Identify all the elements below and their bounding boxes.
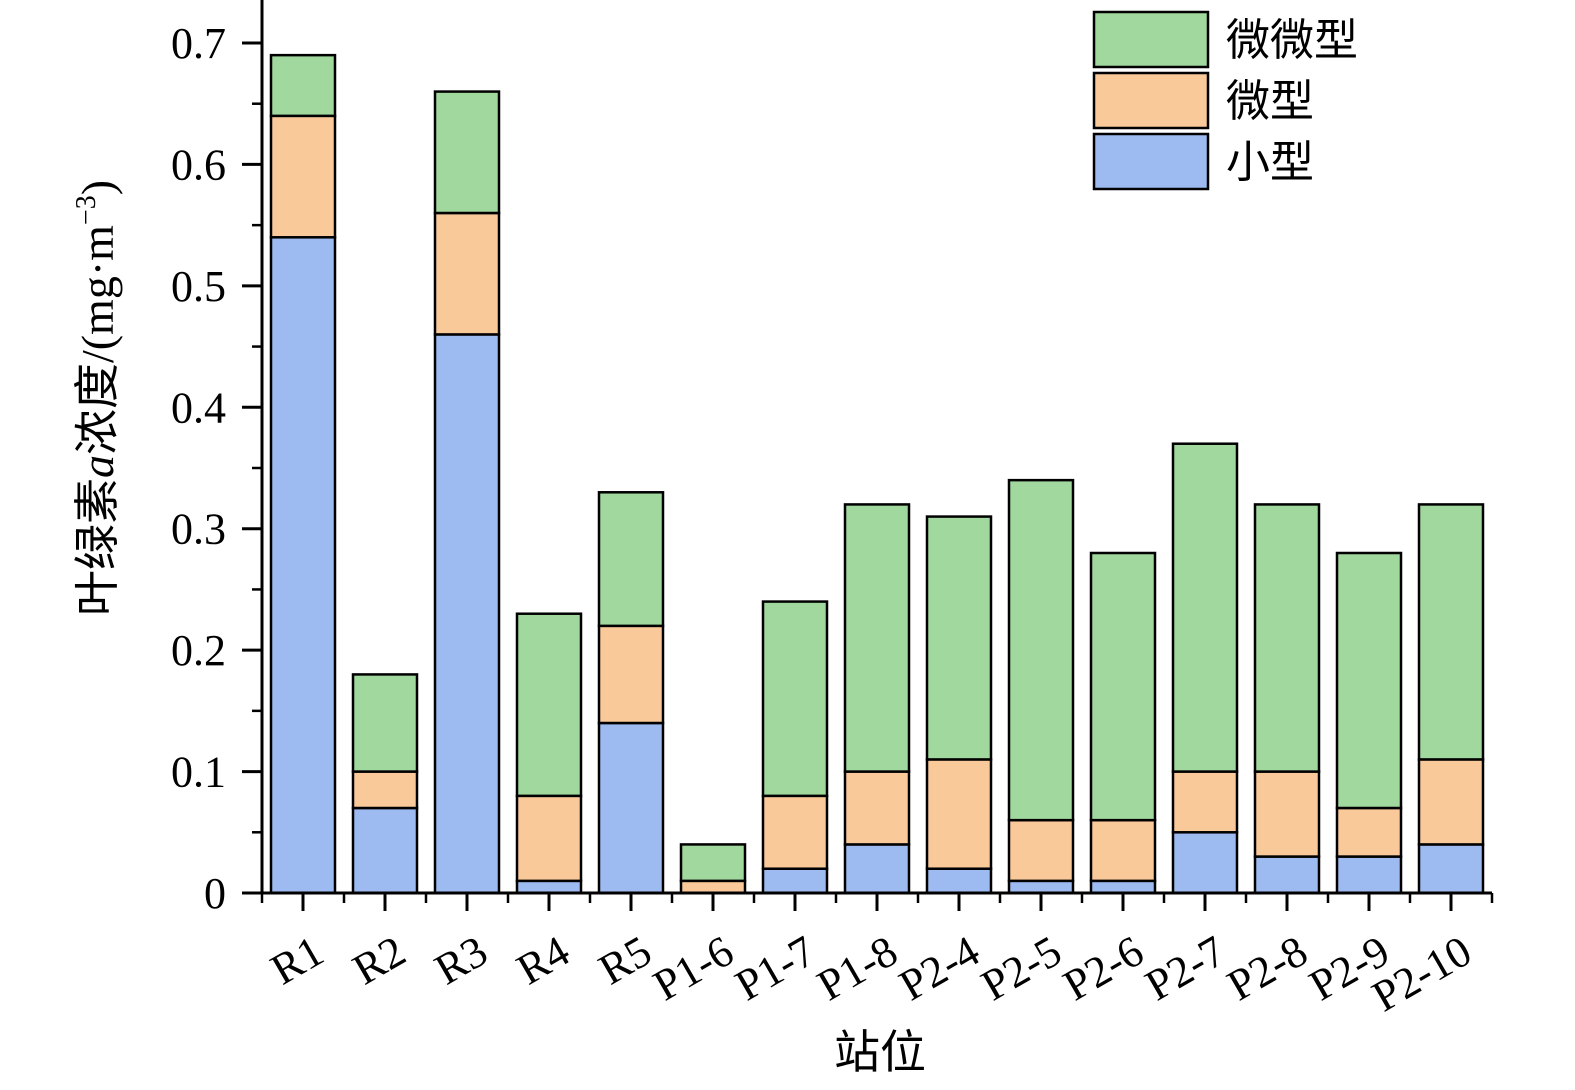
bar-P2-4-series-0 [925,867,993,895]
x-tick-label: R5 [591,926,660,994]
bar-P2-9-series-0 [1335,855,1403,895]
bar-R3-series-0 [433,333,501,895]
bar-P2-8-series-0 [1253,855,1321,895]
bar-R4-series-0 [515,879,583,895]
bar-R5-series-2 [597,491,665,628]
bar-R4-series-1 [515,794,583,883]
y-axis-title: 叶绿素a浓度/(mg·m−3) [70,180,124,616]
bar-P2-10-series-1 [1417,758,1485,846]
bar-P1-7-series-1 [761,794,829,870]
legend-label: 微微型 [1226,15,1358,66]
bar-P2-5-series-1 [1007,818,1075,883]
x-tick-label: P2-10 [1364,926,1480,1021]
bar-R3-series-1 [433,211,501,336]
bar-R5-series-0 [597,721,665,895]
bars-layer [269,53,1485,895]
y-tick-label: 0.1 [171,748,226,797]
bar-P2-4-series-2 [925,515,993,761]
bar-P2-9-series-1 [1335,806,1403,858]
bar-P2-10-series-0 [1417,843,1485,895]
bar-R1-series-2 [269,53,337,118]
bar-P2-6-series-0 [1089,879,1157,895]
bar-P2-7-series-1 [1171,770,1239,834]
bar-P2-7-series-2 [1171,442,1239,773]
bar-P2-5-series-0 [1007,879,1075,895]
y-tick-label: 0.3 [171,505,226,554]
bar-P2-8-series-2 [1253,503,1321,773]
y-tick-label: 0.6 [171,140,226,189]
bar-P1-6-series-1 [679,879,747,895]
legend-swatch [1092,132,1210,191]
legend-swatch [1092,71,1210,130]
bar-R2-series-1 [351,770,419,810]
legend-label: 小型 [1226,137,1314,188]
legend-label: 微型 [1226,76,1314,127]
x-axis-title: 站位 [834,1025,926,1079]
bar-P1-8-series-0 [843,843,911,895]
y-tick-label: 0.4 [171,383,226,432]
y-tick-label: 0.7 [171,19,226,68]
bar-P2-4-series-1 [925,758,993,870]
bar-R2-series-2 [351,673,419,773]
bar-R3-series-2 [433,90,501,215]
x-tick-label: R3 [427,926,496,994]
y-tick-label: 0.2 [171,626,226,675]
y-tick-label: 0 [204,869,226,918]
bar-P1-6-series-2 [679,843,747,883]
bar-R2-series-0 [351,806,419,895]
bar-P2-6-series-1 [1089,818,1157,883]
bar-P2-6-series-2 [1089,551,1157,822]
legend-swatch [1092,10,1210,69]
bar-R1-series-0 [269,236,337,895]
y-tick-label: 0.5 [171,262,226,311]
bar-P2-5-series-2 [1007,478,1075,822]
bar-P2-9-series-2 [1335,551,1403,810]
bar-R1-series-1 [269,114,337,239]
bar-P1-8-series-1 [843,770,911,846]
x-tick-label: R4 [509,926,578,994]
bar-P2-8-series-1 [1253,770,1321,858]
x-tick-label: R2 [345,926,414,994]
bar-P1-7-series-2 [761,600,829,798]
bar-P2-10-series-2 [1417,503,1485,761]
bar-P1-7-series-0 [761,867,829,895]
bar-P2-7-series-0 [1171,831,1239,895]
x-tick-label: R1 [263,926,332,994]
bar-R5-series-1 [597,624,665,725]
bar-P1-8-series-2 [843,503,911,773]
bar-R4-series-2 [515,612,583,798]
